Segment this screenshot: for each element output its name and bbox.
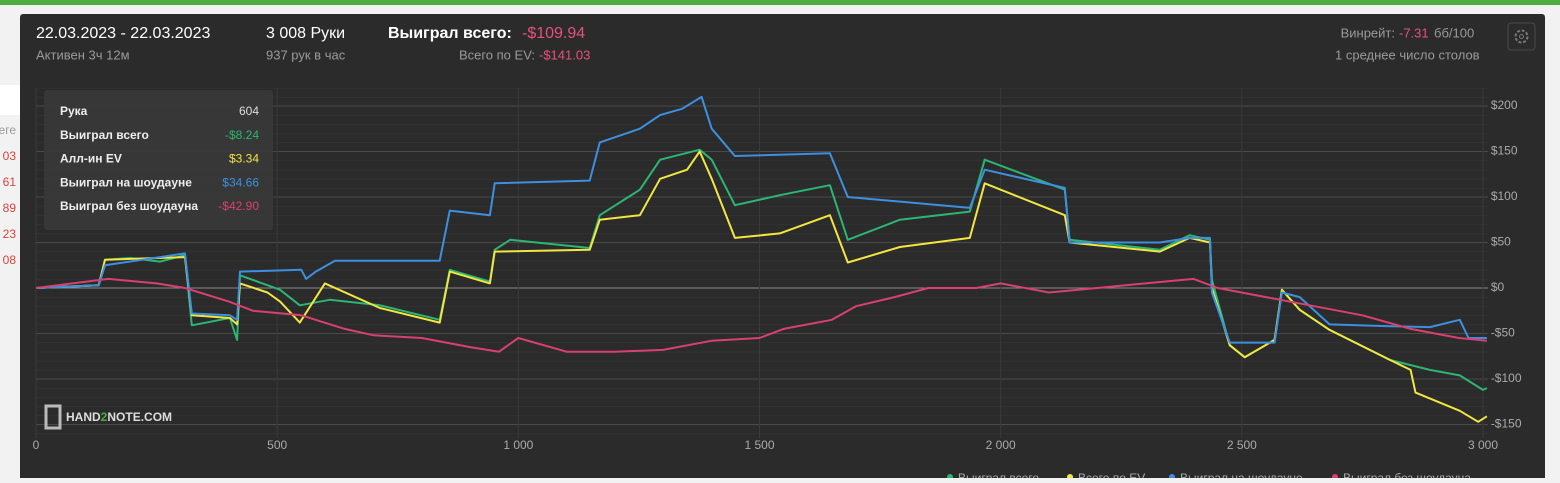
dates: 22.03.2023 - 22.03.2023 xyxy=(36,25,210,42)
gear-button[interactable] xyxy=(1507,22,1536,51)
gear-hub[interactable] xyxy=(1519,34,1524,39)
gear-frame[interactable] xyxy=(1507,22,1536,51)
tooltip-rows: Рука 604 Выиграл всего -$8.24 Алл-ин EV $3.34… xyxy=(60,104,259,213)
won-label: Выиграл всего: xyxy=(388,25,512,42)
winrate-unit: бб/100 xyxy=(1434,25,1474,40)
active: Активен 3ч 12м xyxy=(36,47,130,62)
tooltip-value: $3.34 xyxy=(229,152,259,166)
winrate-value: -7.31 xyxy=(1399,25,1429,40)
logo-suffix: NOTE.COM xyxy=(107,410,172,424)
lines xyxy=(36,95,1488,423)
hands: 3 008 Руки xyxy=(266,25,345,42)
y-tick-label: $150 xyxy=(1491,144,1518,158)
x-tick-label: 2 000 xyxy=(986,438,1016,452)
side-text: 61 xyxy=(3,175,17,189)
series-line xyxy=(36,277,1487,353)
tooltip-value: -$42.90 xyxy=(218,199,259,213)
side-box xyxy=(0,85,20,115)
tooltip-label: Рука xyxy=(60,104,88,118)
winrate-label: Винрейт: xyxy=(1341,25,1395,40)
logo-mid: 2 xyxy=(101,410,108,424)
logo-text: HAND2NOTE.COM xyxy=(66,410,172,424)
x-tick-label: 3 000 xyxy=(1468,438,1498,452)
axes: $200 $150 $100 $50 $0 -$50 -$100 -$150 0 500 1 000… xyxy=(33,87,1522,452)
y-tick-label: $0 xyxy=(1491,280,1505,294)
legend-label: Выиграл всего xyxy=(958,471,1039,478)
series-line xyxy=(36,150,1488,423)
logo-prefix: HAND xyxy=(66,410,101,424)
x-tick-label: 1 500 xyxy=(744,438,774,452)
y-tick-label: -$100 xyxy=(1491,371,1522,385)
side-text: 23 xyxy=(3,227,17,241)
x-tick-label: 500 xyxy=(267,438,287,452)
hands-per-hour: 937 рук в час xyxy=(266,47,346,62)
y-tick-label: $50 xyxy=(1491,235,1511,249)
tables: 1 среднее число столов xyxy=(1335,47,1480,62)
gear-icon[interactable] xyxy=(1514,29,1529,44)
logo: HAND2NOTE.COM xyxy=(44,404,172,430)
y-tick-label: -$150 xyxy=(1491,417,1522,431)
logo-icon xyxy=(44,404,62,430)
tooltip-value: -$8.24 xyxy=(225,128,259,142)
x-tick-label: 0 xyxy=(33,438,40,452)
tooltip-value: 604 xyxy=(239,104,259,118)
y-tick-label: -$50 xyxy=(1491,326,1515,340)
tooltip-label: Выиграл на шоудауне xyxy=(60,175,192,189)
legend-label: Выиграл на шоудауне xyxy=(1180,471,1303,478)
x-tick-label: 2 500 xyxy=(1227,438,1257,452)
side-text: еге xyxy=(0,123,16,137)
tooltip-label: Выиграл всего xyxy=(60,128,149,142)
tooltip-value: $34.66 xyxy=(222,175,259,189)
won-value: -$109.94 xyxy=(522,25,585,42)
x-tick-label: 1 000 xyxy=(503,438,533,452)
legend-label: Всего по EV xyxy=(1078,471,1145,478)
side-text: 03 xyxy=(3,149,17,163)
tooltip-label: Алл-ин EV xyxy=(60,152,122,166)
tooltip-label: Выиграл без шоудауна xyxy=(60,199,198,213)
ev-label: Всего по EV: xyxy=(459,47,535,62)
legend: Выиграл всего Всего по EV Выиграл на шоуда… xyxy=(947,471,1471,483)
y-tick-label: $100 xyxy=(1491,189,1518,203)
side-text: 89 xyxy=(3,201,17,215)
legend-label: Выиграл без шоудауна xyxy=(1343,471,1471,478)
minor-grid xyxy=(36,88,1488,438)
y-tick-label: $200 xyxy=(1491,98,1518,112)
side-text: 08 xyxy=(3,253,17,267)
top-bar xyxy=(0,0,1560,5)
side-strip: еге 03 61 89 23 08 xyxy=(0,123,16,267)
ev-value: -$141.03 xyxy=(539,47,590,62)
tooltip: Рука 604 Выиграл всего -$8.24 Алл-ин EV $3.34… xyxy=(44,90,273,230)
tooltip-box xyxy=(44,90,273,230)
